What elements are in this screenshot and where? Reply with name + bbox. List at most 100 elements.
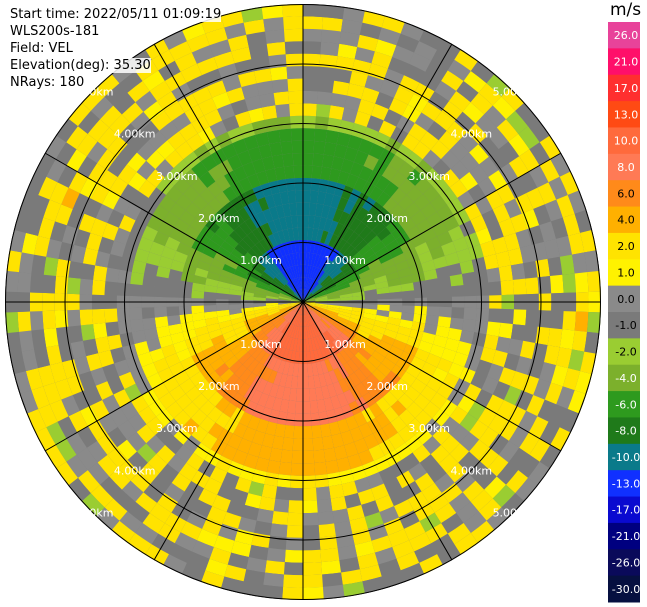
velocity-cell xyxy=(299,302,303,315)
velocity-cell xyxy=(409,52,432,72)
velocity-cell xyxy=(194,326,209,337)
elevation-text: Elevation(deg): 35.30 xyxy=(10,58,151,73)
velocity-cell xyxy=(507,338,524,357)
velocity-cell xyxy=(278,128,292,143)
velocity-cell xyxy=(556,195,575,218)
velocity-cell xyxy=(282,153,294,167)
velocity-cell xyxy=(224,334,239,346)
velocity-cell xyxy=(312,153,324,167)
colorbar-swatch xyxy=(608,74,640,102)
velocity-cell xyxy=(55,461,78,486)
velocity-cell xyxy=(335,352,347,366)
velocity-cell xyxy=(386,370,401,386)
velocity-cell xyxy=(396,33,420,53)
velocity-cell xyxy=(296,376,303,389)
velocity-cell xyxy=(44,135,67,160)
velocity-cell xyxy=(278,303,291,307)
velocity-cell xyxy=(340,303,353,308)
velocity-cell xyxy=(303,292,312,302)
velocity-cell xyxy=(291,312,298,325)
colorbar-swatch xyxy=(608,496,640,524)
azimuth-spoke xyxy=(44,301,304,452)
velocity-cell xyxy=(317,271,327,283)
velocity-cell xyxy=(290,302,303,306)
velocity-cell xyxy=(289,388,297,402)
velocity-cell xyxy=(206,351,221,365)
velocity-cell xyxy=(235,111,252,127)
velocity-cell xyxy=(526,395,545,417)
velocity-cell xyxy=(488,413,508,434)
velocity-cell xyxy=(397,326,412,337)
velocity-cell xyxy=(290,463,303,476)
velocity-cell xyxy=(279,305,292,312)
start-time-text: Start time: 2022/05/11 01:09:19 xyxy=(10,7,222,22)
velocity-cell xyxy=(387,528,410,548)
velocity-cell xyxy=(212,494,231,513)
velocity-cell xyxy=(349,71,369,88)
velocity-cell xyxy=(234,59,254,76)
velocity-cell xyxy=(218,320,233,329)
velocity-cell xyxy=(251,244,264,258)
velocity-cell xyxy=(284,41,303,55)
velocity-cell xyxy=(227,552,249,570)
velocity-cell xyxy=(346,359,359,373)
velocity-cell xyxy=(208,165,225,182)
colorbar-swatch xyxy=(608,470,640,498)
velocity-cell xyxy=(346,248,359,261)
velocity-cell xyxy=(397,425,415,443)
velocity-cell xyxy=(436,357,453,373)
velocity-cell xyxy=(270,314,283,323)
velocity-cell xyxy=(421,482,442,503)
velocity-cell xyxy=(191,239,207,254)
velocity-cell xyxy=(203,291,217,299)
velocity-cell xyxy=(320,41,340,57)
velocity-cell xyxy=(119,256,135,272)
velocity-cell xyxy=(342,581,365,598)
velocity-cell xyxy=(141,307,155,319)
velocity-cell xyxy=(288,280,297,292)
velocity-cell xyxy=(238,239,252,253)
velocity-cell xyxy=(544,382,563,405)
velocity-cell xyxy=(298,290,303,302)
velocity-cell xyxy=(222,75,242,92)
range-label: 4.00km xyxy=(451,464,493,477)
velocity-cell xyxy=(374,39,397,57)
velocity-cell xyxy=(395,378,411,394)
velocity-cell xyxy=(422,149,442,169)
velocity-cell xyxy=(191,425,209,443)
velocity-cell xyxy=(448,225,465,242)
velocity-cell xyxy=(395,232,411,247)
velocity-cell xyxy=(176,348,192,362)
velocity-cell xyxy=(322,315,334,325)
velocity-cell xyxy=(267,309,280,316)
velocity-cell xyxy=(148,399,167,417)
velocity-cell xyxy=(279,191,290,205)
velocity-cell xyxy=(205,27,228,46)
velocity-cell xyxy=(342,329,355,341)
velocity-cell xyxy=(303,586,324,600)
velocity-cell xyxy=(231,378,245,393)
velocity-cell xyxy=(272,315,284,325)
colorbar-unit: m/s xyxy=(610,0,642,20)
velocity-cell xyxy=(303,215,310,228)
velocity-cell xyxy=(328,220,339,234)
velocity-cell xyxy=(134,341,150,356)
velocity-cell xyxy=(227,433,243,450)
velocity-cell xyxy=(435,265,450,279)
velocity-cell xyxy=(282,361,291,375)
velocity-cell xyxy=(250,389,263,405)
velocity-cell xyxy=(487,222,504,241)
velocity-cell xyxy=(430,444,450,464)
velocity-cell xyxy=(275,385,285,400)
velocity-cell xyxy=(285,53,303,67)
velocity-cell xyxy=(131,259,147,274)
velocity-cell xyxy=(400,562,425,583)
velocity-cell xyxy=(326,409,338,424)
velocity-cell xyxy=(313,323,321,337)
velocity-cell xyxy=(562,213,581,236)
velocity-cell xyxy=(209,547,232,565)
velocity-cell xyxy=(191,290,205,299)
velocity-cell xyxy=(268,356,278,371)
velocity-cell xyxy=(264,194,276,209)
velocity-cell xyxy=(292,252,298,266)
